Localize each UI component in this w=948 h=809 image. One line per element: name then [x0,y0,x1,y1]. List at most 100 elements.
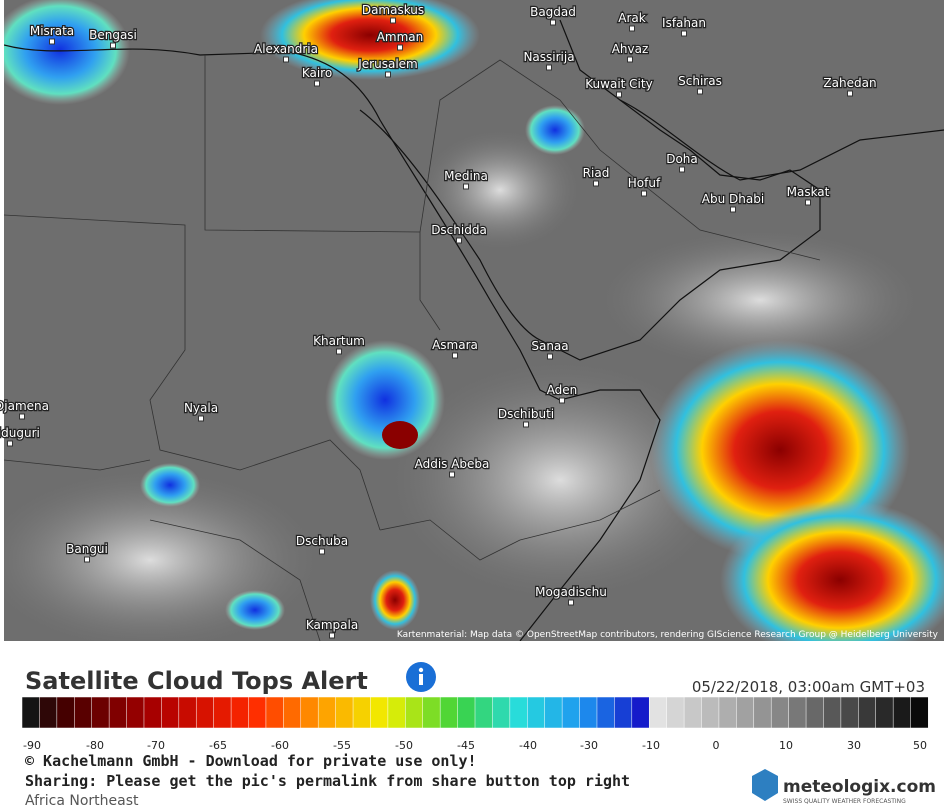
city-marker [19,413,25,420]
city-marker [805,199,811,206]
city-marker [546,64,552,71]
city-label: Sanaa [531,339,568,353]
city-label: Bengasi [89,28,137,42]
scale-cell [370,696,389,729]
scale-cell [387,696,406,729]
city-label: Aden [547,383,578,397]
scale-cell [492,696,511,729]
city-label: Addis Abeba [415,457,490,471]
city-label: Kairo [302,66,332,80]
scale-cell [422,696,441,729]
city-marker [463,183,469,190]
scale-cell [126,696,145,729]
city-label: Riad [583,166,610,180]
scale-cell [579,696,598,729]
city-labels: Damaskus Bagdad Arak Isfahan Misrata Bengasi A… [0,2,878,639]
scale-cell [736,696,755,729]
city-marker [627,56,633,63]
city-label: Ahvaz [612,42,649,56]
city-label: Zahedan [823,76,876,90]
scale-cell [317,696,337,729]
logo-tagline: SWISS QUALITY WEATHER FORECASTING [783,798,906,805]
scale-tick-label: -45 [457,739,475,752]
scale-cell [631,696,650,729]
city-label: Jerusalem [357,57,417,71]
logo[interactable]: meteologix.com SWISS QUALITY WEATHER FOR… [752,769,936,805]
city-marker [336,348,342,355]
city-marker [523,421,529,428]
city-label: Dschuba [296,534,348,548]
scale-tick-label: 30 [847,739,861,752]
city-marker [730,206,736,213]
scale-cell [561,696,581,729]
scale-cell [213,696,232,729]
city-marker [198,415,204,422]
city-label: Amman [377,30,424,44]
city-label: Misrata [30,24,74,38]
city-marker [7,440,13,447]
scale-cell [91,696,110,729]
scale-cell [56,696,75,729]
scale-cell [892,696,912,729]
city-label: Nyala [184,401,218,415]
scale-cell [439,696,459,729]
city-label: Djamena [0,399,49,413]
city-marker [84,556,90,563]
city-marker [629,25,635,32]
city-marker [547,353,553,360]
map-attribution: Kartenmaterial: Map data © OpenStreetMap… [397,630,939,640]
city-marker [550,19,556,26]
product-title: Satellite Cloud Tops Alert [25,667,368,695]
city-label: Bangui [66,542,108,556]
city-marker [559,397,565,404]
scale-cell [335,696,354,729]
timestamp: 05/22/2018, 03:00am GMT+03 [692,678,925,696]
scale-cell [143,696,162,729]
scale-cell [195,696,215,729]
scale-tick-label: -40 [519,739,537,752]
legend-panel: Satellite Cloud Tops Alert 05/22/2018, 0… [21,662,936,809]
city-label: Kuwait City [585,77,652,91]
scale-tick-label: -65 [209,739,227,752]
city-label: Alexandria [254,42,318,56]
scale-cell [701,696,720,729]
city-label: Abu Dhabi [702,192,764,206]
city-marker [314,80,320,87]
scale-cell [544,696,563,729]
scale-cell [770,696,790,729]
scale-cell [614,696,633,729]
scale-cell [74,696,93,729]
city-marker [568,599,574,606]
city-label: Hofuf [628,176,661,190]
scale-cell [718,696,737,729]
scale-cell [474,696,493,729]
sharing-note: Sharing: Please get the pic's permalink … [25,772,630,790]
scale-tick-label: -60 [271,739,289,752]
city-label: Asmara [432,338,478,352]
scale-cell [39,696,58,729]
color-scale: -90 -80 -70 -65 -60 -55 -50 -45 -40 -30 -10 0 10 30 50 [21,696,929,752]
city-label: Bagdad [530,5,576,19]
scale-cell [248,696,267,729]
city-label: Damaskus [362,3,424,17]
city-label: Kampala [306,618,358,632]
scale-cell [910,696,929,729]
scale-cell [265,696,284,729]
scale-cell [527,696,546,729]
map-area [4,0,944,641]
city-label: Mogadischu [535,585,607,599]
scale-cell [457,696,476,729]
city-marker [385,71,391,78]
city-marker [319,548,325,555]
scale-tick-label: 50 [913,739,927,752]
scale-cell [178,696,197,729]
scale-tick-label: 0 [713,739,720,752]
scale-tick-label: -80 [86,739,104,752]
info-button[interactable] [406,662,436,692]
city-marker [681,30,687,37]
city-marker [679,166,685,173]
city-label: Doha [666,152,698,166]
city-marker [397,44,403,51]
city-label: Arak [618,11,645,25]
city-label: Maskat [787,185,830,199]
